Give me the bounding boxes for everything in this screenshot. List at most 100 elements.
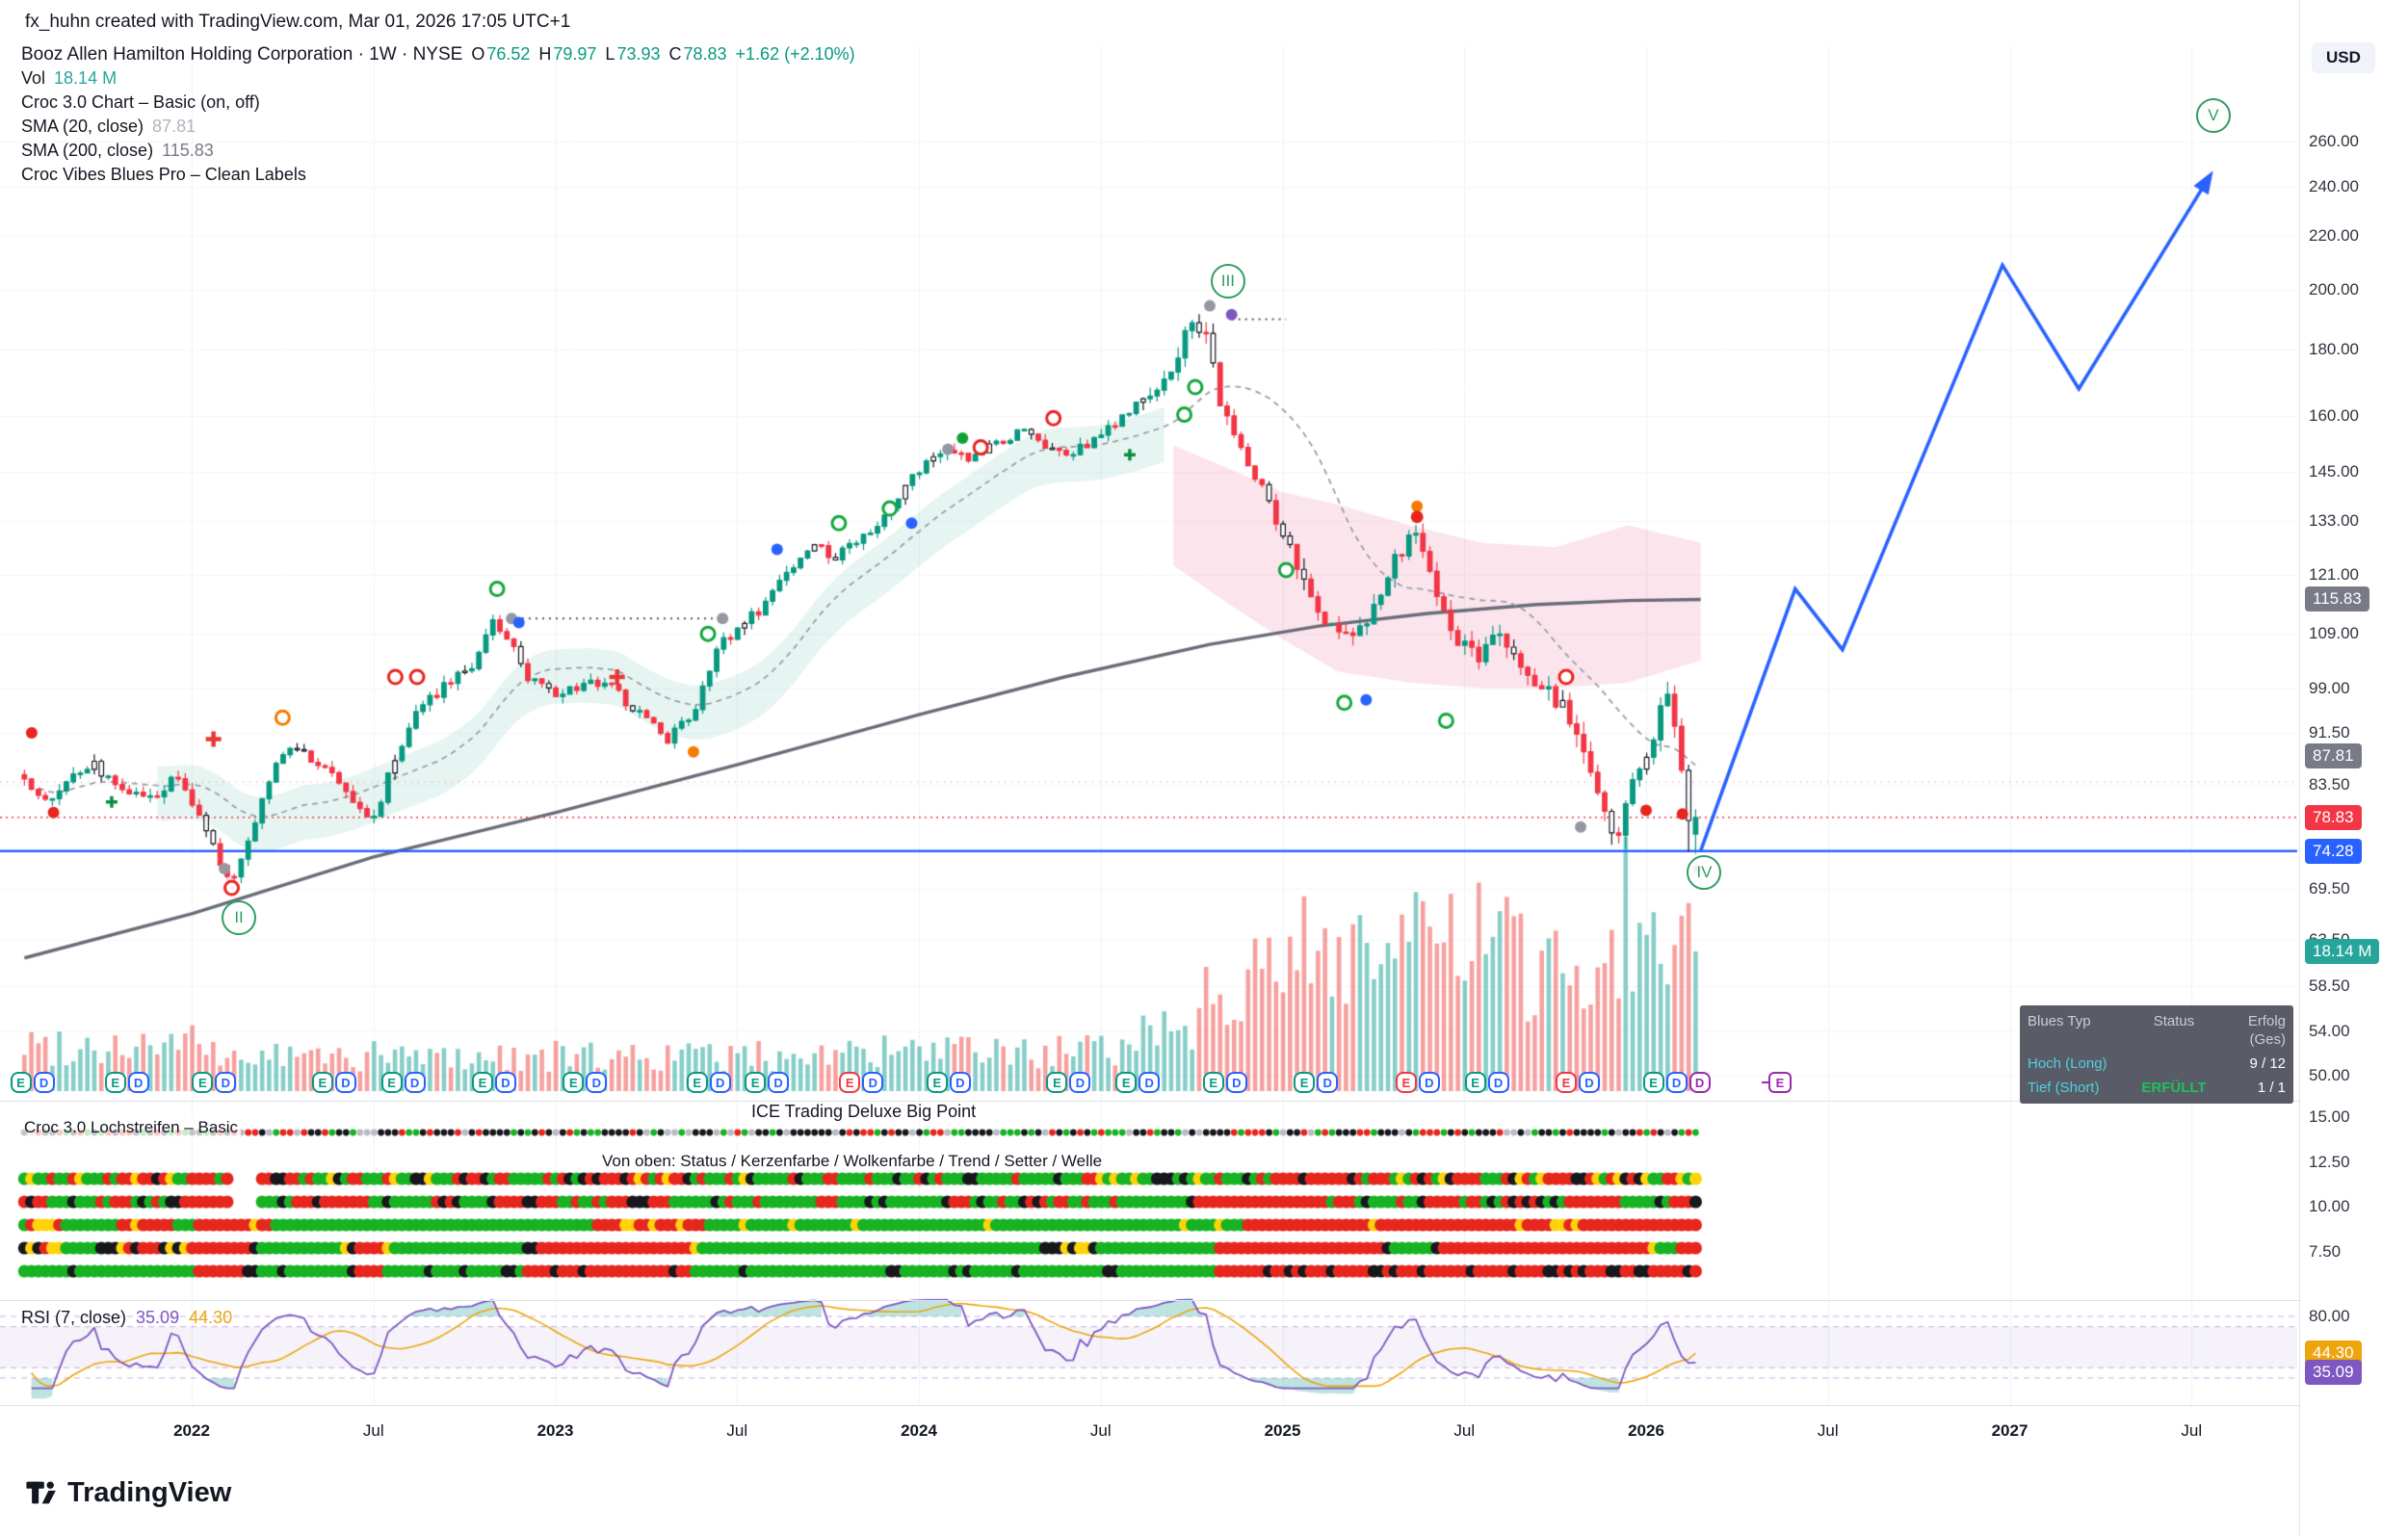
signal-badge-d[interactable]: D — [495, 1072, 516, 1093]
blues-table-header: Blues Typ Status Erfolg (Ges) — [2028, 1013, 2286, 1048]
blues-table-row-tief: Tief (Short) ERFÜLLT 1 / 1 — [2028, 1080, 2286, 1096]
signal-badge-e[interactable]: E — [563, 1072, 585, 1093]
price-badge-11583: 115.83 — [2305, 586, 2369, 612]
price-axis-tick: 180.00 — [2309, 340, 2359, 359]
signal-badge-e[interactable]: E — [1202, 1072, 1224, 1093]
currency-button[interactable]: USD — [2312, 42, 2375, 73]
signal-badge-d[interactable]: D — [768, 1072, 790, 1093]
indicator-row-sma20[interactable]: SMA (20, close) 87.81 — [21, 115, 855, 139]
signal-badge-e[interactable]: E — [1464, 1072, 1486, 1093]
price-axis[interactable]: USD 260.00 240.00 220.00 200.00 180.00 160.00… — [2299, 0, 2408, 1536]
price-axis-tick: 200.00 — [2309, 280, 2359, 299]
signal-badge-e[interactable]: E — [472, 1072, 493, 1093]
rsi-legend-row[interactable]: RSI (7, close) 35.09 44.30 — [21, 1308, 232, 1328]
time-axis-label-jul: Jul — [726, 1421, 748, 1440]
signal-badge-d[interactable]: D — [334, 1072, 356, 1093]
signal-badge-e[interactable]: E — [1642, 1072, 1664, 1093]
price-axis-tick: 50.00 — [2309, 1065, 2350, 1084]
signal-badge-e[interactable]: E — [311, 1072, 333, 1093]
signal-badge-d[interactable]: D — [709, 1072, 731, 1093]
price-axis-tick: 109.00 — [2309, 624, 2359, 643]
elliott-wave-label-iii[interactable]: III — [1210, 264, 1245, 299]
price-axis-tick: 145.00 — [2309, 462, 2359, 482]
volume-legend-row[interactable]: Vol 18.14 M — [21, 66, 855, 91]
signal-badge-e[interactable]: E — [1555, 1072, 1577, 1093]
pane-separator-1 — [0, 1101, 2299, 1102]
legend: Booz Allen Hamilton Holding Corporation … — [21, 42, 855, 187]
pending-event-flag-badge[interactable]: E — [1762, 1072, 1792, 1093]
time-axis-label-jul: Jul — [1817, 1421, 1839, 1440]
elliott-wave-label-ii[interactable]: II — [222, 900, 257, 936]
tradingview-icon — [26, 1481, 56, 1504]
signal-badge-d[interactable]: D — [215, 1072, 237, 1093]
signal-badge-e[interactable]: E — [1395, 1072, 1417, 1093]
signal-badge-d[interactable]: D — [1317, 1072, 1339, 1093]
indicator-row-croc-chart[interactable]: Croc 3.0 Chart – Basic (on, off) — [21, 92, 260, 112]
ice-pane-label[interactable]: ICE Trading Deluxe Big Point — [748, 1102, 980, 1122]
von-oben-label: Von oben: Status / Kerzenfarbe / Wolkenf… — [599, 1152, 1106, 1171]
blues-table-row-hoch: Hoch (Long) 9 / 12 — [2028, 1055, 2286, 1072]
blues-stats-table: Blues Typ Status Erfolg (Ges) Hoch (Long… — [2020, 1005, 2293, 1104]
signal-badge-d[interactable]: D — [862, 1072, 884, 1093]
time-axis-label-2026: 2026 — [1628, 1421, 1664, 1440]
symbol-legend-row[interactable]: Booz Allen Hamilton Holding Corporation … — [21, 42, 855, 66]
signal-badge-e[interactable]: E — [380, 1072, 403, 1093]
signal-badge-d[interactable]: D — [1418, 1072, 1440, 1093]
signal-badge-e[interactable]: E — [10, 1072, 32, 1093]
signal-badge-d[interactable]: D — [1225, 1072, 1247, 1093]
elliott-wave-label-iv[interactable]: IV — [1687, 855, 1722, 891]
ohlc-high: H 79.97 — [538, 44, 597, 64]
ohlc-low: L 73.93 — [605, 44, 661, 64]
price-axis-tick: 91.50 — [2309, 723, 2350, 742]
time-axis-label-2025: 2025 — [1264, 1421, 1301, 1440]
time-axis[interactable]: 2022 Jul 2023 Jul 2024 Jul 2025 Jul 2026 Jul 2027 J… — [0, 1405, 2299, 1463]
lochstreifen-pane-label[interactable]: Croc 3.0 Lochstreifen – Basic — [21, 1118, 242, 1137]
signal-badge-d[interactable]: D — [1069, 1072, 1091, 1093]
time-axis-label-jul: Jul — [2181, 1421, 2203, 1440]
rsi-badge-3509: 35.09 — [2305, 1359, 2362, 1385]
signal-badge-d[interactable]: D — [33, 1072, 55, 1093]
indicator-row-croc-vibes[interactable]: Croc Vibes Blues Pro – Clean Labels — [21, 165, 306, 184]
signal-badge-e[interactable]: E — [839, 1072, 861, 1093]
sub-axis-tick: 10.00 — [2309, 1197, 2350, 1216]
price-axis-tick: 240.00 — [2309, 176, 2359, 195]
price-axis-tick: 260.00 — [2309, 131, 2359, 150]
signal-badge-d[interactable]: D — [1139, 1072, 1161, 1093]
price-badge-1814: 18.14 M — [2305, 939, 2380, 964]
signal-badge-d[interactable]: D — [1688, 1072, 1711, 1093]
sub-axis-tick: 7.50 — [2309, 1241, 2342, 1261]
signal-badge-e[interactable]: E — [1046, 1072, 1068, 1093]
attribution-text: fx_huhn created with TradingView.com, Ma… — [25, 12, 571, 32]
change-value: +1.62 (+2.10%) — [735, 44, 855, 64]
price-axis-tick: 99.00 — [2309, 678, 2350, 697]
time-axis-label-2022: 2022 — [173, 1421, 210, 1440]
signal-badge-e[interactable]: E — [192, 1072, 214, 1093]
signal-badge-e[interactable]: E — [745, 1072, 767, 1093]
tradingview-logo[interactable]: TradingView — [25, 1476, 231, 1509]
price-badge-7428: 74.28 — [2305, 838, 2362, 864]
signal-badge-e[interactable]: E — [1294, 1072, 1316, 1093]
volume-value: 18.14 M — [54, 68, 118, 88]
time-axis-label-jul: Jul — [1453, 1421, 1476, 1440]
signal-badge-d[interactable]: D — [127, 1072, 149, 1093]
signal-badge-d[interactable]: D — [586, 1072, 608, 1093]
signal-badge-e[interactable]: E — [686, 1072, 708, 1093]
signal-badge-d[interactable]: D — [1665, 1072, 1688, 1093]
indicator-row-sma200[interactable]: SMA (200, close) 115.83 — [21, 139, 855, 163]
sma200-value: 115.83 — [162, 141, 214, 160]
elliott-wave-label-v[interactable]: V — [2195, 98, 2231, 134]
sma20-value: 87.81 — [152, 117, 196, 136]
price-axis-tick: 58.50 — [2309, 976, 2350, 996]
ohlc-open: O 76.52 — [471, 44, 531, 64]
signal-badge-e[interactable]: E — [1115, 1072, 1138, 1093]
signal-badge-d[interactable]: D — [1487, 1072, 1509, 1093]
time-axis-label-2023: 2023 — [537, 1421, 574, 1440]
signal-badge-d[interactable]: D — [1578, 1072, 1600, 1093]
price-axis-tick: 83.50 — [2309, 774, 2350, 794]
signal-badge-d[interactable]: D — [949, 1072, 971, 1093]
signal-badge-e[interactable]: E — [104, 1072, 126, 1093]
signal-badge-d[interactable]: D — [404, 1072, 426, 1093]
price-axis-tick: 121.00 — [2309, 564, 2359, 584]
signal-badge-e[interactable]: E — [926, 1072, 948, 1093]
